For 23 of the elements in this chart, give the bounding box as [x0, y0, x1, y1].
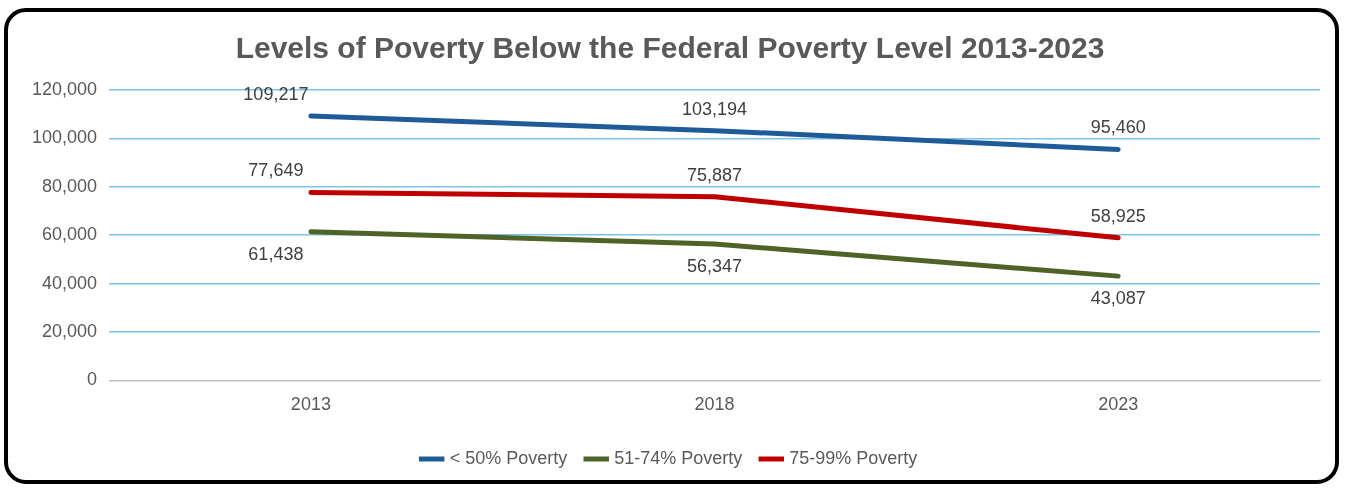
- y-tick-label: 120,000: [31, 78, 98, 99]
- x-tick-label: 2023: [1098, 394, 1139, 415]
- legend-label: < 50% Poverty: [449, 447, 568, 468]
- data-label: 61,438: [248, 243, 304, 264]
- x-tick-label: 2013: [290, 394, 331, 415]
- data-label: 103,194: [681, 98, 748, 119]
- data-label: 77,649: [248, 160, 304, 181]
- legend-label: 75-99% Poverty: [789, 447, 918, 468]
- y-tick-label: 60,000: [42, 224, 98, 245]
- y-tick-label: 100,000: [31, 127, 98, 148]
- y-tick-label: 80,000: [42, 175, 98, 196]
- data-label: 58,925: [1090, 205, 1146, 226]
- chart-title: Levels of Poverty Below the Federal Poverty Level 2013-2023: [235, 31, 1105, 65]
- data-label: 109,217: [243, 84, 309, 105]
- data-label: 75,887: [687, 164, 743, 185]
- data-label: 95,460: [1090, 117, 1146, 138]
- y-tick-label: 40,000: [42, 272, 98, 293]
- y-tick-label: 20,000: [42, 320, 98, 341]
- x-tick-label: 2018: [694, 394, 735, 415]
- data-label: 43,087: [1090, 288, 1146, 309]
- y-tick-label: 0: [87, 369, 98, 390]
- data-label: 56,347: [687, 256, 743, 277]
- legend-label: 51-74% Poverty: [614, 447, 743, 468]
